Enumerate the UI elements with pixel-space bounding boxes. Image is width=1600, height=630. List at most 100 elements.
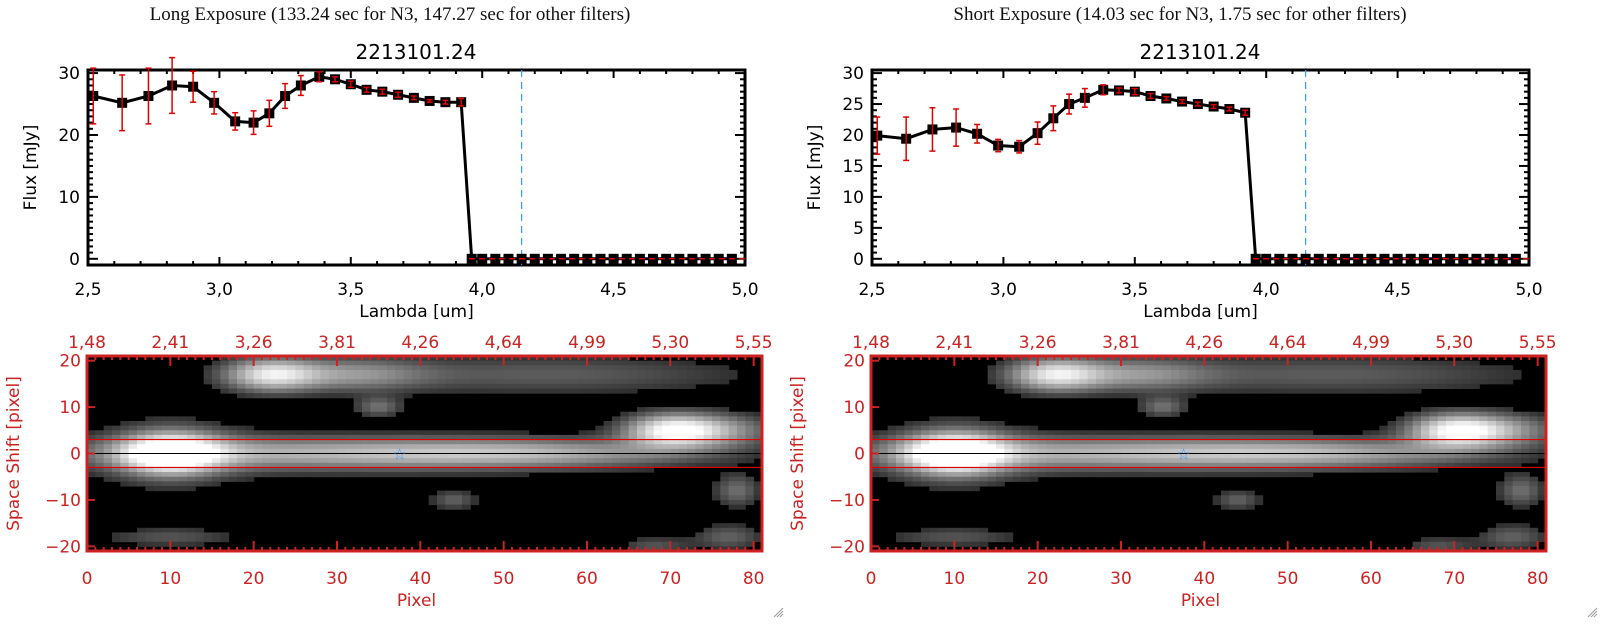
image-pixel: [178, 453, 188, 459]
image-pixel: [1362, 356, 1372, 362]
image-pixel: [1121, 434, 1130, 441]
resize-grip-icon[interactable]: [1586, 606, 1598, 618]
image-pixel: [1537, 532, 1547, 538]
image-pixel: [971, 532, 980, 538]
image-pixel: [553, 360, 563, 366]
image-pixel: [687, 439, 696, 445]
image-pixel: [187, 527, 196, 533]
image-pixel: [1204, 365, 1214, 371]
image-pixel: [1037, 374, 1047, 380]
image-pixel: [979, 453, 989, 459]
image-pixel: [1146, 444, 1155, 450]
image-pixel: [595, 448, 605, 454]
image-pixel: [1146, 430, 1155, 436]
image-pixel: [362, 369, 371, 376]
image-pixel: [1129, 462, 1139, 468]
image-pixel: [871, 434, 880, 441]
image-pixel: [1037, 369, 1047, 376]
data-point: [700, 253, 711, 264]
image-pixel: [1221, 458, 1230, 464]
image-pixel: [962, 462, 972, 468]
image-pixel: [1396, 453, 1405, 459]
image-pixel: [1329, 462, 1339, 468]
y-tick-label: −20: [829, 537, 865, 557]
image-pixel: [220, 379, 230, 385]
x-tick-label: 80: [1527, 569, 1549, 589]
image-pixel: [1287, 383, 1297, 389]
image-pixel: [295, 448, 305, 454]
image-pixel: [1512, 541, 1522, 547]
image-pixel: [345, 365, 355, 371]
image-pixel: [595, 430, 605, 436]
image-pixel: [720, 421, 730, 427]
image-pixel: [1512, 523, 1522, 529]
image-pixel: [187, 430, 196, 436]
image-pixel: [378, 462, 388, 468]
image-pixel: [1196, 448, 1205, 454]
image-pixel: [1254, 462, 1264, 468]
image-pixel: [220, 532, 230, 538]
image-pixel: [896, 467, 905, 473]
resize-grip-icon[interactable]: [772, 606, 784, 618]
image-pixel: [1512, 481, 1522, 487]
image-pixel: [212, 453, 221, 459]
image-pixel: [1171, 393, 1180, 399]
image-pixel: [395, 393, 405, 399]
image-pixel: [453, 356, 463, 362]
image-pixel: [445, 356, 455, 362]
image-pixel: [1387, 360, 1397, 366]
image-pixel: [362, 365, 371, 371]
image-pixel: [1454, 453, 1464, 459]
image-pixel: [1229, 434, 1239, 441]
image-pixel: [1529, 537, 1539, 543]
image-pixel: [1179, 472, 1189, 478]
image-pixel: [1329, 360, 1339, 366]
image-pixel: [1479, 379, 1489, 385]
image-pixel: [545, 388, 555, 394]
image-pixel: [979, 430, 989, 436]
image-pixel: [537, 444, 546, 450]
image-pixel: [712, 495, 721, 501]
image-pixel: [1521, 499, 1530, 506]
image-pixel: [362, 383, 371, 389]
image-pixel: [1354, 462, 1364, 468]
image-pixel: [1371, 439, 1380, 445]
image-pixel: [145, 421, 155, 427]
image-pixel: [1137, 356, 1147, 362]
image-pixel: [462, 462, 471, 468]
image-pixel: [1104, 448, 1114, 454]
image-pixel: [887, 425, 897, 431]
image-pixel: [128, 532, 138, 538]
image-pixel: [412, 467, 421, 473]
image-pixel: [1004, 369, 1014, 376]
image-pixel: [1154, 379, 1164, 385]
image-pixel: [1096, 365, 1105, 371]
image-pixel: [1471, 379, 1480, 385]
image-pixel: [1271, 467, 1280, 473]
image-pixel: [1537, 439, 1547, 445]
image-pixel: [1154, 360, 1164, 366]
image-pixel: [237, 476, 246, 482]
image-pixel: [987, 532, 997, 538]
image-pixel: [628, 411, 638, 417]
image-pixel: [103, 467, 113, 473]
image-pixel: [270, 434, 280, 441]
image-pixel: [912, 462, 922, 468]
image-pixel: [537, 467, 546, 473]
image-pixel: [703, 374, 713, 380]
image-pixel: [1146, 458, 1155, 464]
image-pixel: [1237, 490, 1247, 496]
image-pixel: [478, 430, 488, 436]
image-pixel: [395, 397, 405, 403]
image-pixel: [753, 453, 763, 459]
image-pixel: [487, 356, 496, 362]
image-pixel: [695, 439, 705, 445]
image-pixel: [1021, 453, 1030, 459]
image-pixel: [628, 421, 638, 427]
image-pixel: [295, 467, 305, 473]
image-pixel: [512, 369, 521, 376]
image-pixel: [1029, 388, 1039, 394]
image-pixel: [1354, 369, 1364, 376]
image-pixel: [971, 434, 980, 441]
image-pixel: [937, 476, 947, 482]
